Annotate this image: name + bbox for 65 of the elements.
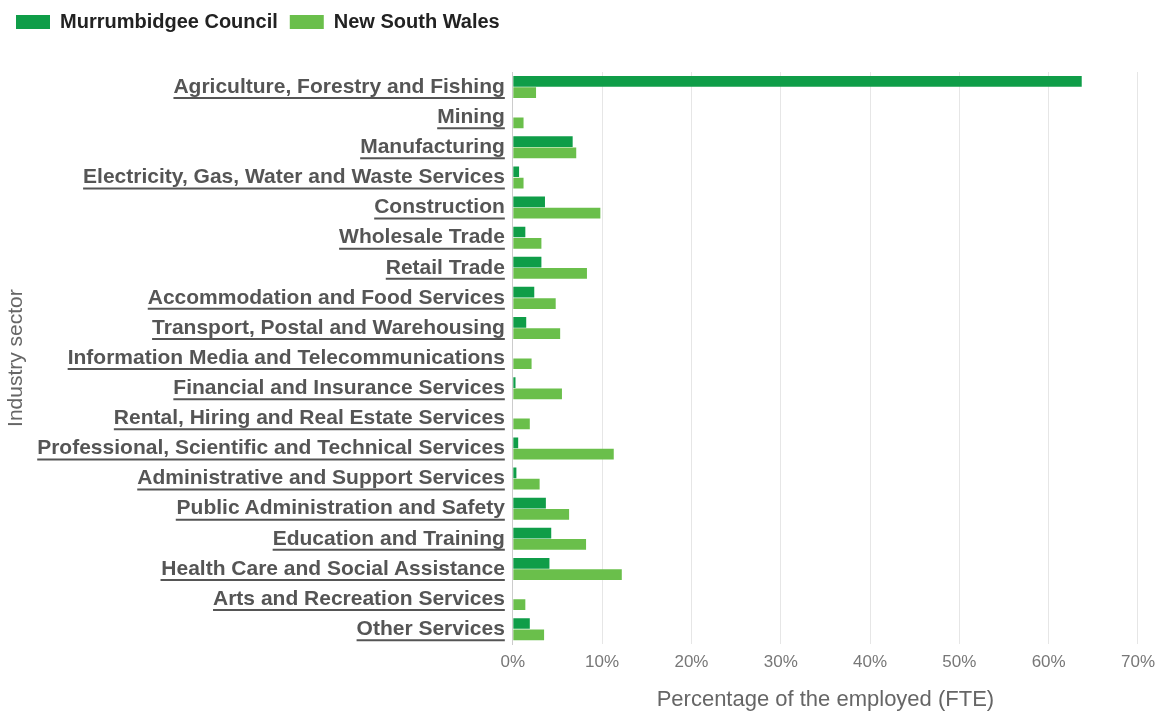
bar — [513, 467, 517, 479]
legend-label: Murrumbidgee Council — [60, 9, 278, 32]
x-tick-label: 60% — [1031, 652, 1066, 672]
x-tick-label: 10% — [585, 652, 620, 672]
x-tick-label: 20% — [674, 652, 709, 672]
bar — [513, 256, 542, 268]
y-axis-title: Industry sector — [3, 289, 27, 427]
bar — [513, 437, 519, 449]
y-tick-label: Information Media and Telecommunications — [67, 344, 505, 368]
y-tick-label: Electricity, Gas, Water and Waste Services — [83, 164, 505, 188]
bar — [513, 618, 530, 629]
x-tick-label: 70% — [1120, 652, 1155, 672]
bar — [513, 207, 601, 219]
bar — [513, 358, 532, 370]
y-tick-label: Retail Trade — [385, 254, 505, 278]
bar — [513, 298, 556, 309]
legend-label: New South Wales — [333, 9, 500, 32]
bar — [513, 166, 520, 178]
y-tick-label: Administrative and Support Services — [137, 465, 505, 489]
y-tick-label: Manufacturing — [360, 134, 505, 158]
bar — [513, 629, 545, 641]
bar — [513, 557, 550, 569]
bar — [513, 497, 546, 509]
bar — [513, 478, 540, 490]
bar — [513, 117, 524, 129]
y-tick-label: Rental, Hiring and Real Estate Services — [113, 405, 505, 429]
x-axis-title: Percentage of the employed (FTE) — [656, 685, 995, 711]
y-tick-label: Public Administration and Safety — [176, 495, 506, 519]
bar — [513, 569, 622, 580]
bar — [513, 316, 527, 328]
bar — [513, 196, 545, 208]
y-tick-label: Mining — [437, 103, 505, 127]
bar — [513, 539, 587, 550]
y-tick-label: Financial and Insurance Services — [173, 375, 505, 399]
y-tick-label: Education and Training — [272, 525, 505, 549]
bar — [513, 237, 542, 249]
bar — [513, 286, 535, 298]
bar — [513, 76, 1082, 87]
x-tick-label: 30% — [763, 652, 798, 672]
bar — [513, 226, 526, 238]
bar — [513, 177, 524, 189]
bar — [513, 147, 577, 159]
y-tick-label: Health Care and Social Assistance — [161, 555, 505, 579]
x-tick-label: 0% — [500, 652, 526, 672]
bar — [513, 328, 561, 339]
y-tick-label: Agriculture, Forestry and Fishing — [173, 73, 505, 97]
bar — [513, 527, 552, 539]
bar — [513, 268, 587, 279]
bar — [513, 599, 526, 611]
y-tick-label: Wholesale Trade — [339, 224, 505, 248]
bar — [513, 87, 537, 99]
y-tick-label: Other Services — [356, 615, 505, 639]
bar — [513, 418, 530, 430]
x-tick-label: 50% — [942, 652, 977, 672]
y-tick-label: Accommodation and Food Services — [147, 284, 505, 308]
bar — [513, 136, 573, 148]
y-tick-label: Arts and Recreation Services — [213, 585, 505, 609]
bar — [513, 448, 614, 460]
y-tick-label: Professional, Scientific and Technical Services — [37, 435, 505, 459]
bar — [513, 377, 516, 388]
x-tick-label: 40% — [853, 652, 888, 672]
y-tick-label: Transport, Postal and Warehousing — [152, 314, 505, 338]
bar — [513, 508, 570, 520]
bar — [513, 388, 562, 400]
y-tick-label: Construction — [374, 194, 505, 218]
